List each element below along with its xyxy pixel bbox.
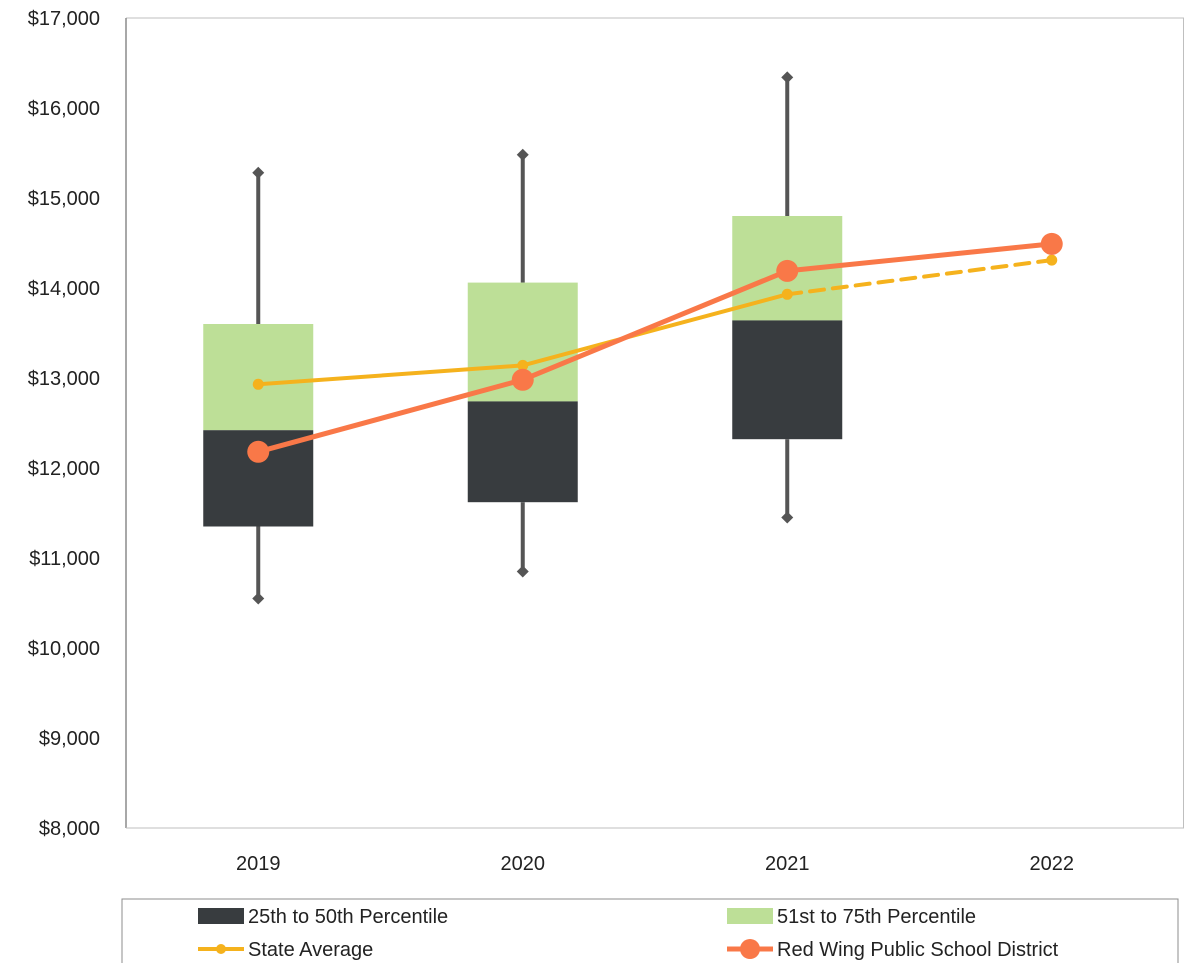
box-plot xyxy=(467,148,578,578)
legend: 25th to 50th Percentile 51st to 75th Perc… xyxy=(121,898,1179,968)
y-tick-label: $9,000 xyxy=(39,728,100,750)
series-point xyxy=(1046,254,1058,266)
y-tick-label: $14,000 xyxy=(28,278,100,300)
legend-item: Red Wing Public School District xyxy=(727,939,1059,961)
y-tick-label: $13,000 xyxy=(28,368,100,390)
whisker-min-marker xyxy=(516,565,529,578)
x-tick-label: 2020 xyxy=(501,853,546,875)
legend-label: 51st to 75th Percentile xyxy=(777,906,976,928)
legend-label: Red Wing Public School District xyxy=(777,939,1059,961)
legend-label: State Average xyxy=(248,939,373,961)
series-point xyxy=(252,378,264,390)
y-tick-label: $12,000 xyxy=(28,458,100,480)
box-lower-band xyxy=(467,401,578,503)
whisker-min-marker xyxy=(252,592,265,605)
series-segment xyxy=(255,377,526,455)
series-point xyxy=(511,368,534,391)
x-tick-label: 2019 xyxy=(236,853,281,875)
series-segment xyxy=(520,292,790,368)
series-point xyxy=(517,359,529,371)
series-point xyxy=(1040,232,1063,255)
legend-item: 25th to 50th Percentile xyxy=(198,906,448,928)
x-tick-label: 2021 xyxy=(765,853,810,875)
legend-swatch-marker xyxy=(216,944,226,954)
legend-item: State Average xyxy=(198,939,373,961)
x-tick-label: 2022 xyxy=(1030,853,1075,875)
series-point xyxy=(776,259,799,282)
district-series xyxy=(247,232,1063,463)
y-tick-label: $8,000 xyxy=(39,818,100,840)
series-segment xyxy=(784,241,1055,274)
legend-label: 25th to 50th Percentile xyxy=(248,906,448,928)
series-segment xyxy=(785,258,1054,297)
line-series xyxy=(247,232,1063,463)
state-average-series xyxy=(252,254,1058,390)
y-tick-label: $16,000 xyxy=(28,98,100,120)
box-upper-band xyxy=(203,324,314,431)
y-tick-label: $17,000 xyxy=(28,8,100,30)
legend-swatch xyxy=(198,908,244,924)
series-segment xyxy=(256,363,525,387)
legend-box xyxy=(121,898,1179,968)
series-segment xyxy=(520,268,790,383)
y-axis: $8,000 $9,000 $10,000 $11,000 $12,000 $13,000… xyxy=(28,8,100,840)
legend-swatch xyxy=(727,908,773,924)
series-point xyxy=(781,288,793,300)
legend-swatch-marker xyxy=(740,939,760,959)
whisker-min-marker xyxy=(781,511,794,524)
series-point xyxy=(247,440,270,463)
whisker-max-marker xyxy=(252,166,265,179)
whisker-max-marker xyxy=(516,148,529,161)
x-axis: 2019 2020 2021 2022 xyxy=(236,853,1074,875)
legend-item: 51st to 75th Percentile xyxy=(727,906,976,928)
y-tick-label: $11,000 xyxy=(29,548,100,570)
box-lower-band xyxy=(732,320,843,440)
box-plots xyxy=(203,71,843,605)
y-tick-label: $10,000 xyxy=(28,638,100,660)
y-tick-label: $15,000 xyxy=(28,188,100,210)
whisker-max-marker xyxy=(781,71,794,84)
